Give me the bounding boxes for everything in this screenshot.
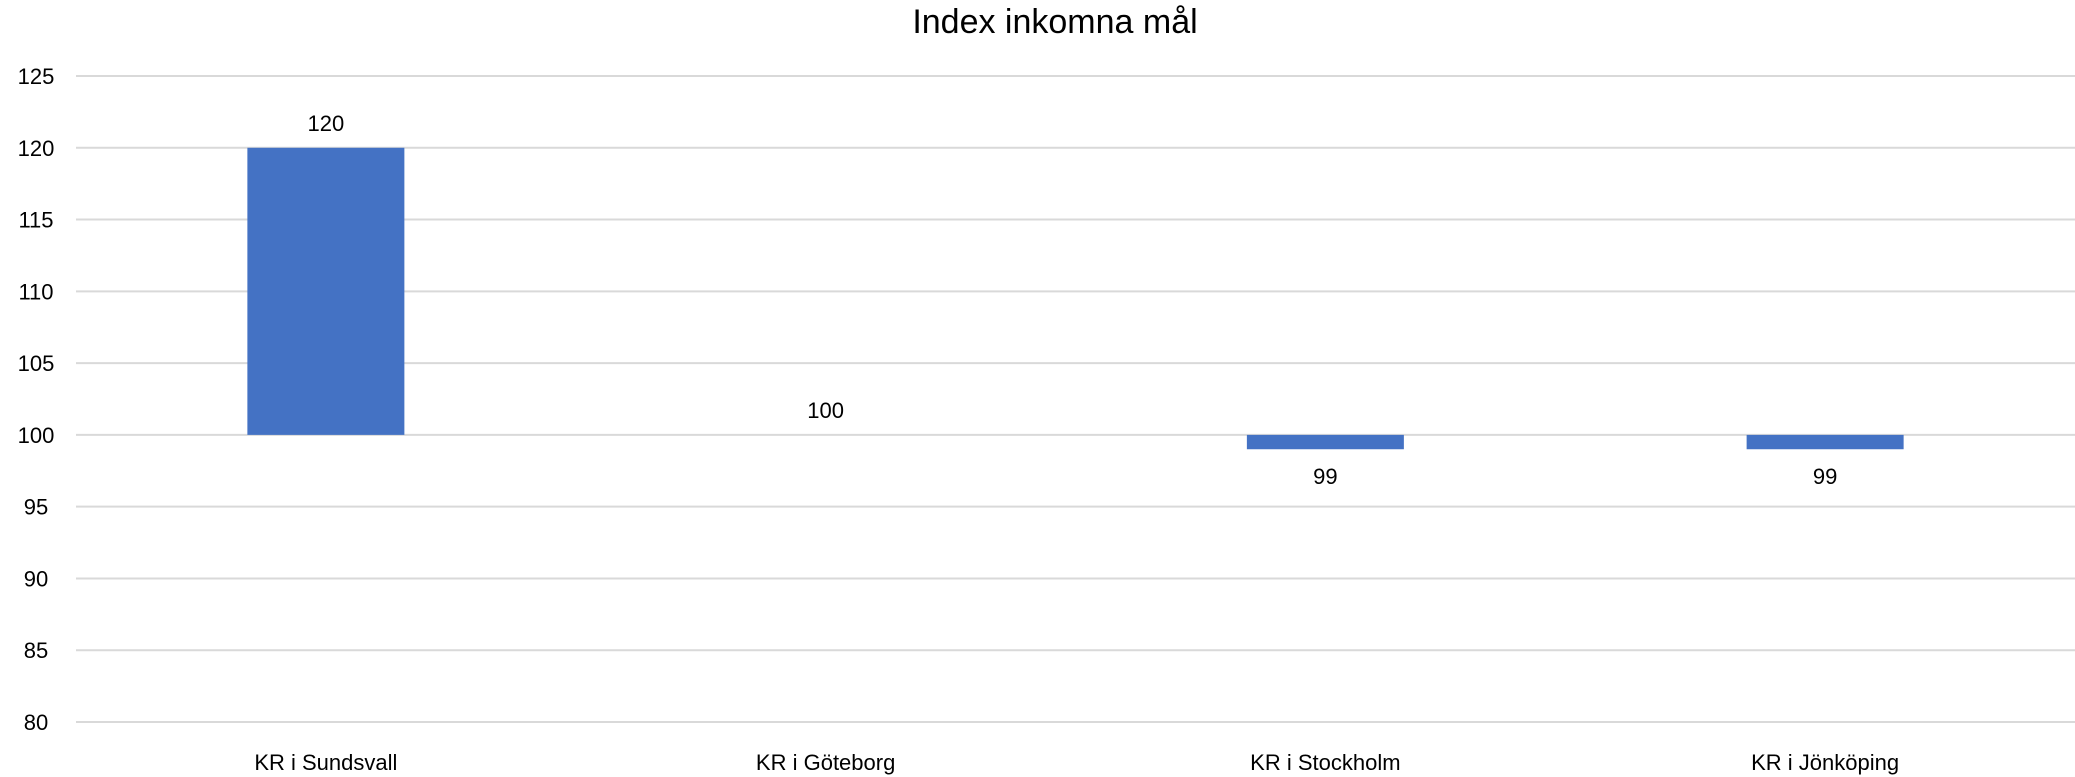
data-labels: 120 100 99 99	[308, 111, 1838, 489]
chart-title: Index inkomna mål	[912, 3, 1197, 41]
x-axis-ticks: KR i Sundsvall KR i Göteborg KR i Stockhol…	[254, 750, 1899, 775]
y-tick-label: 125	[18, 64, 55, 89]
y-tick-label: 115	[18, 208, 53, 233]
y-axis-ticks: 80 85 90 95 100 105 110 115 120 125	[18, 64, 55, 735]
y-tick-label: 90	[24, 566, 48, 591]
x-tick-label: KR i Sundsvall	[254, 750, 397, 775]
x-tick-label: KR i Göteborg	[756, 750, 895, 775]
bars	[247, 147, 1904, 450]
y-tick-label: 120	[18, 136, 55, 161]
data-label: 99	[1313, 464, 1337, 489]
x-tick-label: KR i Stockholm	[1250, 750, 1400, 775]
data-label: 120	[308, 111, 345, 136]
bar	[1746, 434, 1904, 450]
x-tick-label: KR i Jönköping	[1751, 750, 1899, 775]
y-tick-label: 105	[18, 351, 55, 376]
y-tick-label: 80	[24, 710, 48, 735]
y-tick-label: 110	[18, 279, 53, 304]
y-tick-label: 85	[24, 638, 48, 663]
data-label: 100	[807, 398, 844, 423]
y-tick-label: 100	[18, 423, 55, 448]
y-tick-label: 95	[24, 495, 48, 520]
data-label: 99	[1813, 464, 1837, 489]
gridlines	[76, 75, 2075, 723]
bar	[1246, 434, 1404, 450]
bar	[247, 147, 405, 435]
